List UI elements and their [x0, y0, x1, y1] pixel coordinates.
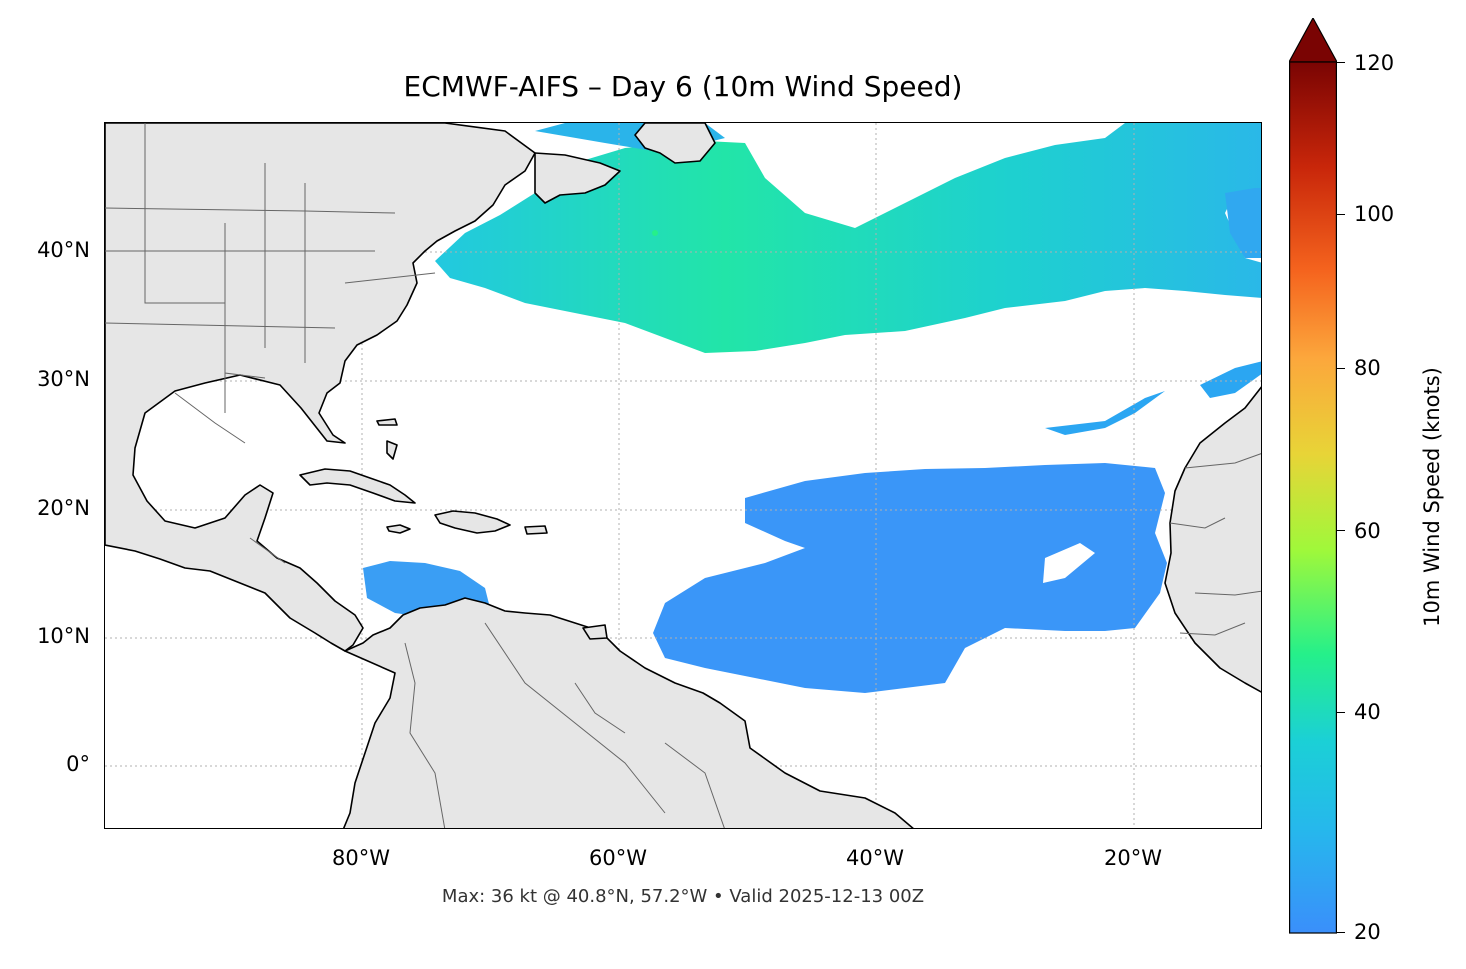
- max-wind-footer: Max: 36 kt @ 40.8°N, 57.2°W • Valid 2025…: [441, 886, 925, 907]
- cuba-island: [299, 468, 416, 504]
- max-wind-marker: [652, 230, 658, 236]
- colorbar-label: 10m Wind Speed (knots): [1420, 367, 1444, 627]
- nova-scotia-land: [534, 152, 621, 204]
- graticule: [105, 123, 1261, 828]
- south-america-land: [342, 597, 914, 828]
- trinidad-island: [582, 624, 608, 640]
- jamaica-island: [386, 524, 411, 534]
- colorbar-tick-20: 20: [1354, 920, 1381, 944]
- lon-label-80w: 80°W: [332, 846, 390, 870]
- puerto-rico-island: [524, 525, 548, 535]
- wind-field-tropical: [653, 463, 1167, 693]
- map-panel: [104, 122, 1262, 829]
- bahamas-islands: [376, 418, 398, 460]
- colorbar: [1289, 18, 1337, 934]
- lon-label-60w: 60°W: [589, 846, 647, 870]
- wind-field-layer: [363, 123, 1261, 693]
- colorbar-tick-60: 60: [1354, 519, 1381, 543]
- colorbar-gradient: [1289, 61, 1337, 934]
- lat-label-20n: 20°N: [37, 496, 90, 520]
- map-title: ECMWF-AIFS – Day 6 (10m Wind Speed): [403, 70, 963, 103]
- wind-field-east-blob: [1225, 188, 1261, 258]
- colorbar-tick-40: 40: [1354, 700, 1381, 724]
- newfoundland-land: [634, 123, 716, 164]
- calm-hole: [1043, 543, 1095, 583]
- colorbar-extend-arrow: [1289, 18, 1337, 63]
- map-svg: [105, 123, 1261, 828]
- wind-field-canary: [1045, 361, 1261, 435]
- lat-label-40n: 40°N: [37, 238, 90, 262]
- colorbar-tick-80: 80: [1354, 356, 1381, 380]
- lat-label-10n: 10°N: [37, 624, 90, 648]
- lon-label-40w: 40°W: [846, 846, 904, 870]
- africa-land: [1164, 386, 1261, 693]
- wind-field-north-atlantic: [435, 123, 1261, 353]
- lat-label-30n: 30°N: [37, 367, 90, 391]
- colorbar-tick-100: 100: [1354, 202, 1395, 226]
- lon-label-20w: 20°W: [1104, 846, 1162, 870]
- north-america-land: [105, 123, 536, 652]
- lat-label-0: 0°: [66, 752, 90, 776]
- land-layer: [105, 123, 1261, 828]
- colorbar-tick-120: 120: [1354, 51, 1395, 75]
- borders-layer: [105, 123, 1261, 828]
- hispaniola-island: [434, 510, 511, 534]
